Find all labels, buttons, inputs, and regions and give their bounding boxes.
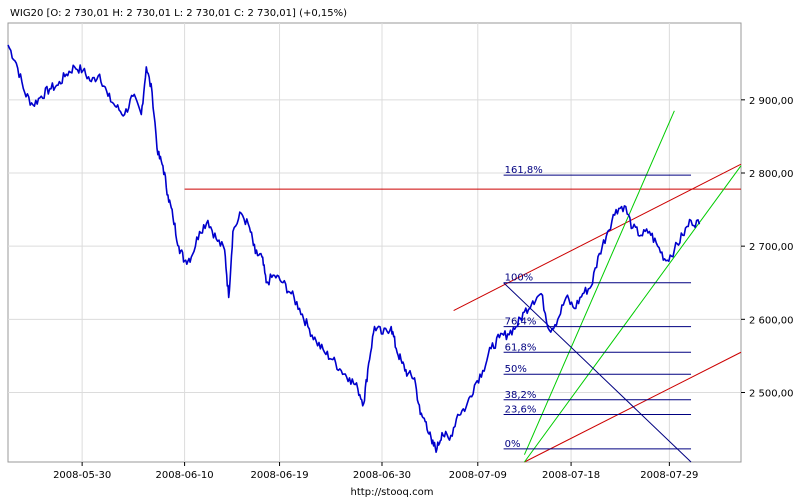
trend-line	[453, 163, 742, 311]
x-tick-label: 2008-06-19	[250, 470, 308, 481]
fib-level-label: 161,8%	[505, 165, 543, 176]
fibonacci-levels: 0% 23,6% 38,2% 50% 61,8% 76,4% 100% 161,8%	[503, 165, 692, 450]
y-tick-label: 2 600,00	[749, 315, 794, 326]
price-line	[7, 44, 701, 454]
x-tick-label: 2008-07-09	[449, 470, 507, 481]
x-tick-label: 2008-07-29	[640, 470, 698, 481]
trend-line	[524, 351, 742, 463]
y-tick-label: 2 500,00	[749, 388, 794, 399]
plot-background	[7, 22, 742, 463]
x-tick-label: 2008-05-30	[53, 470, 111, 481]
y-tick-label: 2 700,00	[749, 242, 794, 253]
y-tick-label: 2 800,00	[749, 169, 794, 180]
fib-level-label: 100%	[505, 273, 534, 284]
fib-level-label: 23,6%	[505, 404, 537, 415]
fib-level-label: 50%	[505, 364, 527, 375]
fib-level-label: 61,8%	[505, 342, 537, 353]
trend-lines	[184, 110, 742, 463]
fib-level-label: 76,4%	[505, 317, 537, 328]
footer-url[interactable]: http://stooq.com	[351, 487, 434, 498]
fib-level-label: 38,2%	[505, 390, 537, 401]
grid-lines	[8, 23, 741, 462]
x-axis: 2008-05-30 2008-06-10 2008-06-19 2008-06-30…	[53, 462, 698, 481]
chart-title: WIG20 [O: 2 730,01 H: 2 730,01 L: 2 730,…	[10, 8, 347, 19]
x-tick-label: 2008-07-18	[542, 470, 600, 481]
fib-level-label: 0%	[505, 439, 521, 450]
y-axis: 2 500,00 2 600,00 2 700,00 2 800,00 2 900,00	[741, 96, 794, 399]
trend-line	[524, 165, 742, 463]
y-tick-label: 2 900,00	[749, 96, 794, 107]
trend-line	[503, 282, 692, 463]
x-tick-label: 2008-06-10	[156, 470, 214, 481]
price-series	[7, 44, 701, 454]
x-tick-label: 2008-06-30	[353, 470, 411, 481]
